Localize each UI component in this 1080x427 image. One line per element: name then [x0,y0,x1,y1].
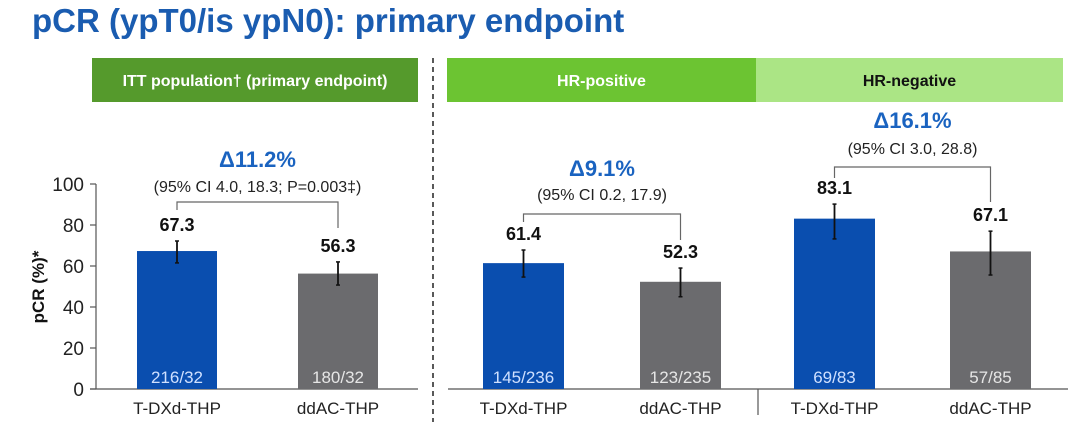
x-tick-label: ddAC-THP [949,399,1031,418]
panel-header-label: ITT population† (primary endpoint) [123,73,388,90]
bar [298,273,378,389]
y-tick-label: 100 [52,175,84,196]
x-tick-label: T-DXd-THP [480,399,568,418]
y-tick-label: 60 [63,257,84,278]
y-tick-label: 0 [73,380,84,401]
count-label: 180/32 [312,368,364,387]
count-label: 216/32 [151,368,203,387]
x-tick-label: T-DXd-THP [791,399,879,418]
y-axis-label: pCR (%)* [29,250,48,323]
bar [137,251,217,389]
panel-header-bg [447,58,756,102]
value-label: 52.3 [663,242,698,262]
bar [794,218,875,389]
ci-label: (95% CI 0.2, 17.9) [537,187,667,204]
x-tick-label: T-DXd-THP [133,399,221,418]
delta-label: Δ16.1% [873,108,951,133]
bar [640,281,721,389]
y-tick-label: 80 [63,216,84,237]
count-label: 123/235 [650,368,711,387]
panel-header-bg [92,58,418,102]
value-label: 67.3 [159,215,194,235]
value-label: 67.1 [973,205,1008,225]
y-tick-label: 40 [63,298,84,319]
delta-label: Δ9.1% [569,156,635,181]
comparison-bracket [522,213,682,240]
value-label: 83.1 [817,178,852,198]
comparison-bracket [833,166,992,202]
panel-header-bg [756,58,1063,102]
y-tick-label: 20 [63,339,84,360]
delta-label: Δ11.2% [219,147,296,172]
value-label: 61.4 [506,224,541,244]
ci-label: (95% CI 4.0, 18.3; P=0.003‡) [154,179,362,196]
count-label: 145/236 [493,368,554,387]
panel-header-label: HR-negative [863,73,956,90]
count-label: 57/85 [969,368,1012,387]
bar [483,263,564,389]
panel-header-label: HR-positive [557,73,646,90]
count-label: 69/83 [813,368,856,387]
ci-label: (95% CI 3.0, 28.8) [848,141,978,158]
comparison-bracket [176,201,339,228]
x-tick-label: ddAC-THP [297,399,379,418]
value-label: 56.3 [320,236,355,256]
page-title: pCR (ypT0/is ypN0): primary endpoint [32,2,625,39]
x-tick-label: ddAC-THP [639,399,721,418]
